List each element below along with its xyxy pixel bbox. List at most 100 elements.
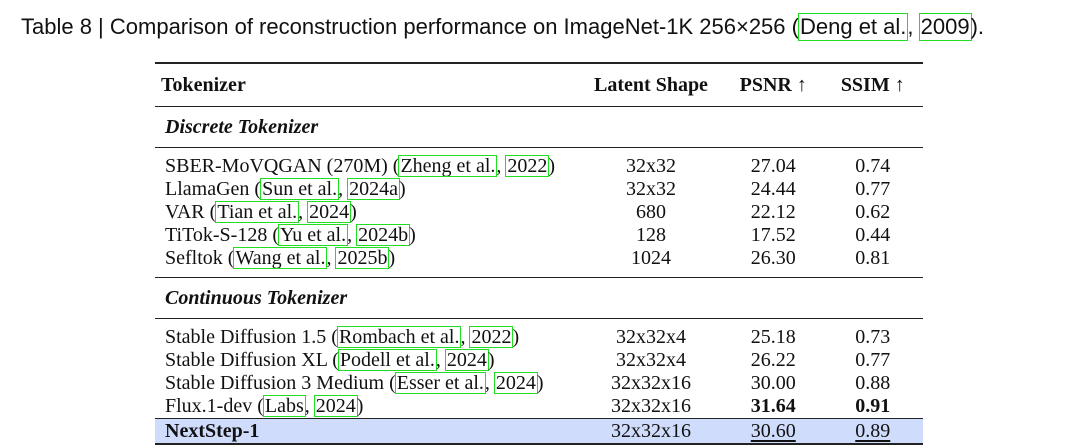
spacer-row: [155, 270, 923, 278]
ssim-cell: 0.89: [822, 418, 923, 445]
table-row-nextstep: NextStep-1 32x32x16 30.60 0.89: [155, 418, 923, 445]
tokenizer-name: Stable Diffusion 1.5 (: [165, 326, 338, 348]
psnr-cell: 24.44: [750, 178, 796, 200]
latent-shape-cell: 32x32x16: [610, 372, 691, 394]
citation-separator: ,: [496, 155, 507, 177]
citation-year-link[interactable]: 2024: [493, 372, 538, 394]
psnr-cell: 31.64: [750, 395, 796, 417]
citation-separator: ,: [298, 201, 309, 223]
ssim-cell: 0.77: [855, 178, 891, 200]
ssim-cell-value: 0.89: [855, 419, 891, 442]
tokenizer-name: Sefltok (: [165, 247, 235, 269]
latent-shape-cell: 32x32x4: [615, 349, 686, 371]
table-row: Stable Diffusion 1.5 (Rombach et al., 20…: [155, 326, 923, 349]
caption-citation-separator: ,: [907, 14, 920, 39]
citation-year-link[interactable]: 2024: [307, 201, 352, 223]
citation-separator: ,: [435, 349, 446, 371]
latent-shape-cell: 32x32: [625, 155, 676, 177]
tokenizer-name: LlamaGen (: [165, 178, 262, 200]
psnr-cell: 22.12: [750, 201, 796, 223]
header-latent-shape: Latent Shape: [577, 62, 724, 107]
citation-year-link[interactable]: 2024a: [347, 178, 400, 200]
citation-authors-link[interactable]: Tian et al.: [215, 201, 300, 223]
tokenizer-cell: VAR (Tian et al., 2024): [155, 201, 578, 224]
latent-shape-cell: 128: [635, 224, 666, 246]
ssim-cell: 0.74: [855, 155, 891, 177]
tokenizer-name: Stable Diffusion 3 Medium (: [165, 372, 396, 394]
citation-separator: ,: [304, 395, 315, 417]
ssim-cell: 0.77: [855, 349, 891, 371]
header-tokenizer: Tokenizer: [155, 62, 578, 107]
ssim-cell: 0.81: [855, 247, 891, 269]
citation-year-link[interactable]: 2022: [505, 155, 550, 177]
citation-authors-link[interactable]: Esser et al.: [394, 372, 486, 394]
citation-authors-link[interactable]: Yu et al.: [277, 224, 349, 246]
ssim-cell: 0.44: [855, 224, 891, 246]
latent-shape-cell: 32x32: [625, 178, 676, 200]
tokenizer-cell: TiTok-S-128 (Yu et al., 2024b): [155, 224, 578, 247]
table-caption: Table 8 | Comparison of reconstruction p…: [21, 10, 1071, 44]
section-label-continuous: Continuous Tokenizer: [155, 277, 923, 319]
tokenizer-cell: SBER-MoVQGAN (270M) (Zheng et al., 2022): [155, 155, 578, 178]
citation-close-paren: ): [409, 224, 416, 246]
citation-year-link[interactable]: 2025b: [335, 247, 390, 269]
caption-citation-authors-link[interactable]: Deng et al.: [797, 13, 909, 41]
tokenizer-name: SBER-MoVQGAN (270M) (: [165, 155, 400, 177]
section-row-continuous: Continuous Tokenizer: [155, 277, 923, 319]
table-header-row: Tokenizer Latent Shape PSNR ↑ SSIM ↑: [155, 62, 923, 107]
caption-suffix: ).: [970, 14, 985, 39]
citation-separator: ,: [460, 326, 471, 348]
table-row: Stable Diffusion XL (Podell et al., 2024…: [155, 349, 923, 372]
citation-authors-link[interactable]: Zheng et al.: [398, 155, 498, 177]
ssim-cell: 0.88: [855, 372, 891, 394]
psnr-cell: 30.60: [724, 418, 823, 445]
latent-shape-cell: 680: [635, 201, 666, 223]
table-row: LlamaGen (Sun et al., 2024a) 32x32 24.44 0.…: [155, 178, 923, 201]
citation-close-paren: ): [356, 395, 364, 417]
caption-citation-year-link[interactable]: 2009: [918, 13, 972, 41]
section-label-discrete: Discrete Tokenizer: [155, 106, 923, 148]
psnr-cell: 17.52: [750, 224, 796, 246]
table-row: Flux.1-dev (Labs, 2024) 32x32x16 31.64 0.91: [155, 395, 923, 419]
latent-shape-cell: 32x32x16: [610, 395, 691, 417]
tokenizer-cell: Sefltok (Wang et al., 2025b): [155, 247, 578, 270]
ssim-cell: 0.62: [855, 201, 891, 223]
psnr-cell-value: 30.60: [750, 419, 796, 442]
citation-separator: ,: [347, 224, 358, 246]
citation-close-paren: ): [487, 349, 495, 371]
ssim-cell: 0.91: [855, 395, 891, 417]
header-ssim: SSIM ↑: [822, 62, 923, 107]
ssim-cell: 0.73: [855, 326, 891, 348]
latent-shape-cell: 32x32x4: [615, 326, 686, 348]
citation-authors-link[interactable]: Sun et al.: [260, 178, 340, 200]
table-row: SBER-MoVQGAN (270M) (Zheng et al., 2022)…: [155, 155, 923, 178]
tokenizer-name: VAR (: [165, 201, 217, 223]
latent-shape-cell: 32x32x16: [577, 418, 724, 445]
psnr-cell: 26.30: [750, 247, 796, 269]
citation-year-link[interactable]: 2024: [313, 395, 358, 417]
latent-shape-cell: 1024: [630, 247, 671, 269]
tokenizer-name: TiTok-S-128 (: [165, 224, 279, 246]
table-body: Discrete Tokenizer SBER-MoVQGAN (270M) (…: [155, 106, 923, 445]
psnr-cell: 25.18: [750, 326, 796, 348]
citation-separator: ,: [484, 372, 495, 394]
citation-year-link[interactable]: 2024b: [356, 224, 411, 246]
citation-close-paren: ): [548, 155, 556, 177]
header-psnr: PSNR ↑: [724, 62, 823, 107]
citation-close-paren: ): [512, 326, 520, 348]
reconstruction-table: Tokenizer Latent Shape PSNR ↑ SSIM ↑ Dis…: [155, 62, 923, 445]
psnr-cell: 26.22: [750, 349, 796, 371]
citation-separator: ,: [338, 178, 349, 200]
citation-authors-link[interactable]: Podell et al.: [337, 349, 437, 371]
table-row: Stable Diffusion 3 Medium (Esser et al.,…: [155, 372, 923, 395]
citation-authors-link[interactable]: Wang et al.: [233, 247, 328, 269]
citation-authors-link[interactable]: Rombach et al.: [336, 326, 462, 348]
citation-close-paren: ): [536, 372, 544, 394]
citation-year-link[interactable]: 2024: [444, 349, 489, 371]
psnr-cell: 30.00: [750, 372, 796, 394]
citation-close-paren: ): [388, 247, 396, 269]
tokenizer-cell: Flux.1-dev (Labs, 2024): [155, 395, 578, 419]
tokenizer-name: Stable Diffusion XL (: [165, 349, 339, 371]
citation-authors-link[interactable]: Labs: [262, 395, 306, 417]
citation-year-link[interactable]: 2022: [469, 326, 514, 348]
